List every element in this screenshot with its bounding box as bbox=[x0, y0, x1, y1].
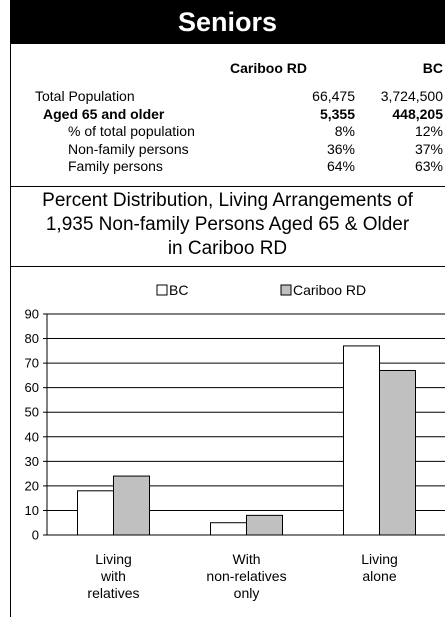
column-header-bc: BC bbox=[422, 60, 443, 76]
stats-value-cariboo: 8% bbox=[334, 123, 355, 139]
y-tick-label: 90 bbox=[25, 307, 39, 322]
legend-swatch bbox=[280, 284, 292, 296]
page-title: Seniors bbox=[10, 0, 445, 44]
stats-row-label: Aged 65 and older bbox=[43, 105, 165, 122]
stats-value-cariboo: 5,355 bbox=[319, 105, 355, 122]
panel-frame bbox=[10, 0, 445, 617]
stats-row: Non-family persons 36% 37% bbox=[10, 141, 445, 158]
stats-table: Cariboo RD BC Total Population 66,475 3,72… bbox=[10, 44, 445, 187]
stats-row: Total Population 66,475 3,724,500 bbox=[10, 88, 445, 105]
caption-line-2: 1,935 Non-family Persons Aged 65 & Older bbox=[45, 214, 410, 235]
bar-cariboo-rd bbox=[246, 514, 283, 536]
stats-row: % of total population 8% 12% bbox=[10, 123, 445, 140]
stats-value-cariboo: 66,475 bbox=[312, 88, 355, 104]
legend-label: Cariboo RD bbox=[293, 282, 366, 298]
stats-row-label: Total Population bbox=[35, 88, 135, 104]
y-tick-label: 0 bbox=[32, 528, 39, 543]
stats-row-label: Non-family persons bbox=[68, 140, 189, 157]
bar-bc bbox=[210, 522, 247, 536]
bar-cariboo-rd bbox=[379, 369, 416, 536]
legend-label: BC bbox=[169, 282, 188, 298]
stats-value-bc: 12% bbox=[414, 123, 443, 139]
x-tick-label: Living bbox=[95, 551, 132, 567]
y-tick-label: 50 bbox=[25, 405, 39, 420]
x-tick-label: alone bbox=[362, 568, 396, 584]
stats-row-label: % of total population bbox=[68, 123, 195, 139]
x-tick-label: only bbox=[234, 585, 260, 601]
y-tick-label: 60 bbox=[25, 380, 39, 395]
stats-value-cariboo: 64% bbox=[326, 158, 355, 174]
x-tick-label: Living bbox=[361, 551, 398, 567]
caption-line-3: in Cariboo RD bbox=[167, 238, 288, 259]
stats-value-bc: 448,205 bbox=[392, 105, 443, 122]
y-tick-label: 70 bbox=[25, 356, 39, 371]
stats-row: Family persons 64% 63% bbox=[10, 158, 445, 175]
chart-caption: Percent Distribution, Living Arrangement… bbox=[10, 187, 445, 267]
y-tick-label: 40 bbox=[25, 429, 39, 444]
y-tick-label: 20 bbox=[25, 478, 39, 493]
bar-cariboo-rd bbox=[113, 475, 150, 536]
x-tick-label: relatives bbox=[87, 585, 139, 601]
stats-row: Aged 65 and older 5,355 448,205 bbox=[10, 106, 445, 123]
stats-value-cariboo: 36% bbox=[326, 140, 355, 157]
stats-row-label: Family persons bbox=[68, 158, 163, 174]
y-tick-label: 10 bbox=[25, 503, 39, 518]
stats-value-bc: 3,724,500 bbox=[380, 88, 443, 104]
stats-value-bc: 37% bbox=[414, 140, 443, 157]
bar-bc bbox=[77, 490, 114, 536]
column-header-cariboo: Cariboo RD bbox=[230, 60, 307, 76]
stats-value-bc: 63% bbox=[414, 158, 443, 174]
x-tick-label: with bbox=[100, 568, 126, 584]
y-tick-label: 80 bbox=[25, 331, 39, 346]
bar-bc bbox=[343, 345, 380, 536]
y-tick-label: 30 bbox=[25, 454, 39, 469]
x-tick-label: With bbox=[233, 551, 261, 567]
caption-line-1: Percent Distribution, Living Arrangement… bbox=[42, 190, 413, 211]
x-tick-label: non-relatives bbox=[206, 568, 286, 584]
legend-swatch bbox=[156, 284, 168, 296]
